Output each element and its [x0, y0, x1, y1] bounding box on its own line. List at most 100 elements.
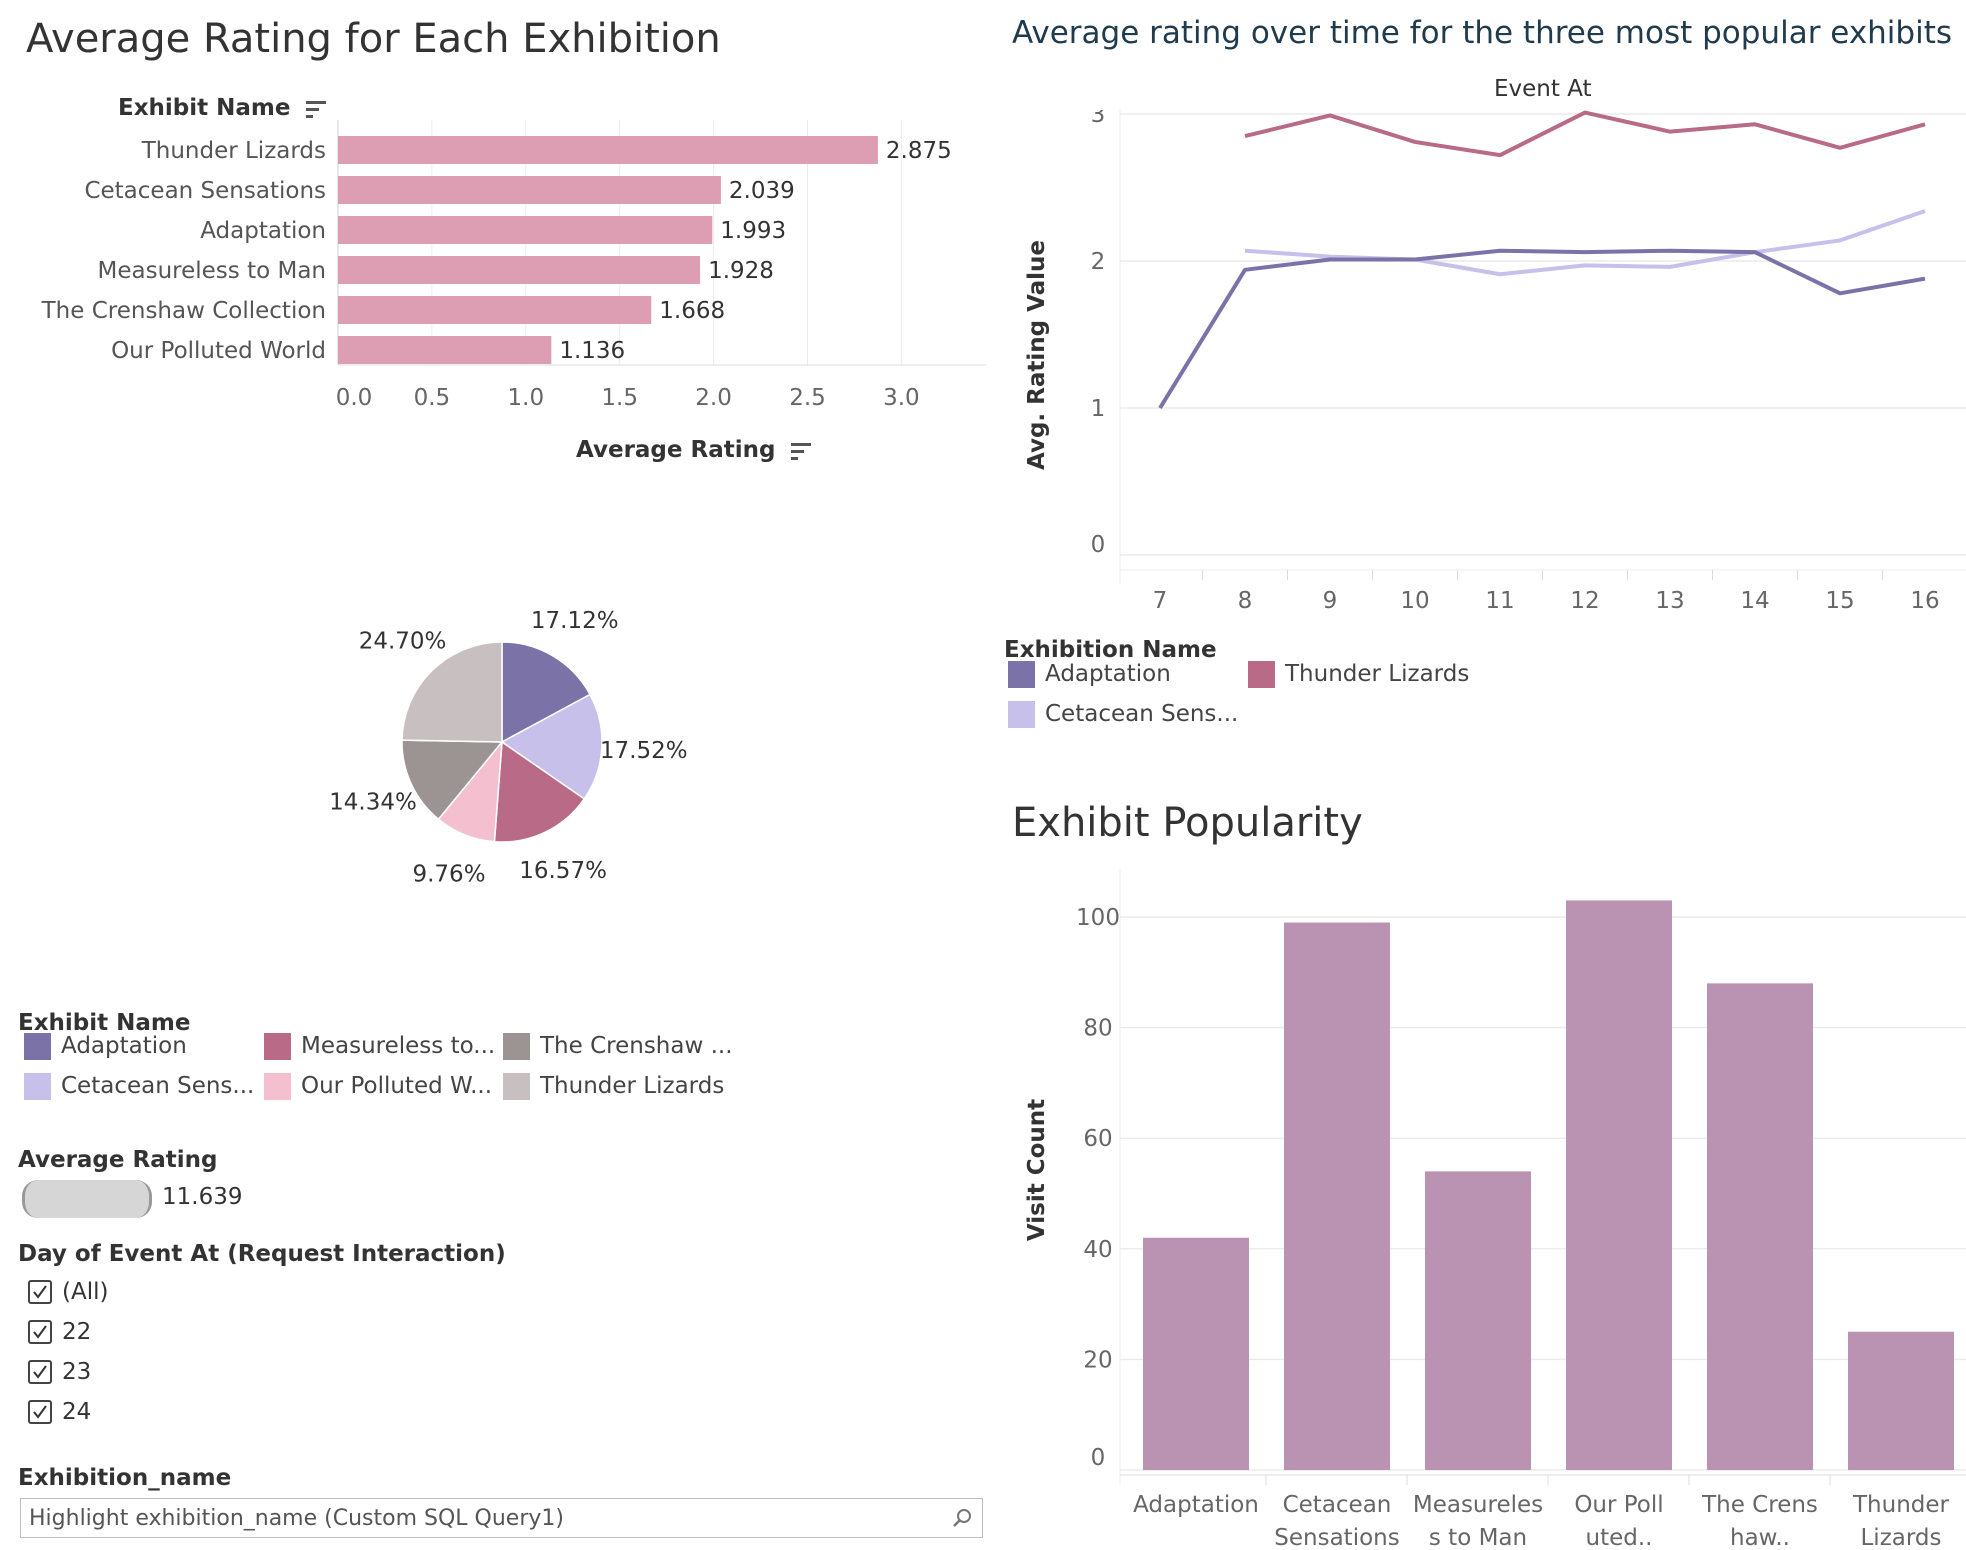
tick-label: 0.5: [414, 385, 451, 411]
bar[interactable]: [1566, 900, 1672, 1470]
y-tick-label: 60: [1083, 1126, 1112, 1152]
line-legend-item[interactable]: Cetacean Sens...: [1008, 698, 1238, 730]
day-filter-option[interactable]: 24: [28, 1396, 91, 1428]
legend-swatch: [24, 1072, 51, 1100]
pie-slice[interactable]: [500, 693, 603, 800]
category-label: Measureles: [1413, 1492, 1543, 1518]
bar[interactable]: [1425, 1171, 1531, 1470]
legend-swatch: [1008, 660, 1035, 688]
bar-chart-header[interactable]: Exhibit Name: [118, 95, 328, 121]
pie-slice[interactable]: [501, 641, 592, 744]
series-line[interactable]: [1244, 110, 1926, 158]
exhibition-search-box[interactable]: Highlight exhibition_name (Custom SQL Qu…: [20, 1498, 983, 1538]
check-icon: [33, 1285, 47, 1299]
x-tick-label: 16: [1910, 588, 1939, 614]
bar[interactable]: [338, 296, 652, 324]
bar[interactable]: [338, 256, 701, 284]
bar[interactable]: [338, 176, 721, 204]
series-line[interactable]: [1244, 209, 1926, 277]
legend-label: Our Polluted W...: [301, 1073, 493, 1099]
y-tick-label: 40: [1083, 1237, 1112, 1263]
line-chart-top-label: Event At: [1494, 76, 1592, 102]
tick-label: 3.0: [883, 385, 920, 411]
day-filter-option[interactable]: 22: [28, 1316, 91, 1348]
check-icon: [33, 1405, 47, 1419]
y-tick-label: 2: [1091, 249, 1106, 275]
checkbox[interactable]: [28, 1320, 52, 1344]
pie-slice[interactable]: [401, 641, 503, 743]
pie-legend-item[interactable]: The Crenshaw ...: [503, 1030, 733, 1062]
tick-label: 2.0: [695, 385, 732, 411]
checkbox[interactable]: [28, 1360, 52, 1384]
category-label: Thunder Lizards: [141, 138, 326, 164]
sort-icon[interactable]: [790, 441, 813, 461]
day-filter-option[interactable]: (All): [28, 1276, 108, 1308]
sort-icon[interactable]: [305, 99, 328, 119]
checkbox-label: (All): [62, 1279, 109, 1305]
pie-legend-item[interactable]: Our Polluted W...: [264, 1070, 492, 1102]
bar[interactable]: [1707, 983, 1813, 1470]
category-label: s to Man: [1429, 1525, 1527, 1550]
data-label: 1.993: [720, 218, 786, 244]
x-tick-label: 11: [1485, 588, 1514, 614]
data-label: 1.136: [559, 338, 625, 364]
category-label: Adaptation: [200, 218, 326, 244]
bar-chart-title: Average Rating for Each Exhibition: [26, 16, 721, 62]
x-tick-label: 9: [1323, 588, 1338, 614]
pie-slice-label: 17.52%: [600, 738, 688, 764]
pie-slice[interactable]: [493, 740, 586, 843]
y-tick-label: 0: [1091, 532, 1106, 558]
popularity-chart-title: Exhibit Popularity: [1012, 800, 1363, 846]
data-label: 1.668: [659, 298, 725, 324]
pie-legend-item[interactable]: Cetacean Sens...: [24, 1070, 254, 1102]
bar[interactable]: [1284, 922, 1390, 1470]
category-label: Thunder: [1852, 1492, 1950, 1518]
bar-chart-header-label: Exhibit Name: [118, 95, 291, 121]
bar[interactable]: [1848, 1331, 1954, 1470]
category-label: Lizards: [1860, 1525, 1941, 1550]
pie-slice[interactable]: [401, 739, 504, 821]
checkbox[interactable]: [28, 1400, 52, 1424]
category-label: Cetacean Sensations: [84, 178, 326, 204]
pie-legend-item[interactable]: Measureless to...: [264, 1030, 495, 1062]
pie-legend-item[interactable]: Thunder Lizards: [503, 1070, 724, 1102]
legend-swatch: [1008, 700, 1035, 728]
legend-label: Thunder Lizards: [540, 1073, 725, 1099]
bar[interactable]: [1143, 1237, 1249, 1470]
line-chart-ylabel-text: Avg. Rating Value: [1024, 239, 1050, 471]
average-rating-bar-chart: Thunder Lizards 2.875 Cetacean Sensations 2…: [41, 120, 986, 411]
category-label: Adaptation: [1133, 1492, 1259, 1518]
legend-swatch: [264, 1032, 291, 1060]
legend-label: Cetacean Sens...: [61, 1073, 255, 1099]
line-legend-item[interactable]: Adaptation: [1008, 658, 1171, 690]
exhibition-search-input[interactable]: Highlight exhibition_name (Custom SQL Qu…: [29, 1505, 564, 1531]
category-label: The Crenshaw Collection: [41, 298, 326, 324]
checkbox-label: 24: [62, 1399, 92, 1425]
day-filter-title: Day of Event At (Request Interaction): [18, 1241, 506, 1267]
pie-slice-label: 17.12%: [531, 608, 619, 634]
y-tick-label: 1: [1091, 396, 1106, 422]
category-label: haw..: [1730, 1525, 1790, 1550]
day-filter-option[interactable]: 23: [28, 1356, 91, 1388]
x-tick-label: 12: [1570, 588, 1599, 614]
search-icon[interactable]: [952, 1507, 974, 1529]
x-tick-label: 15: [1825, 588, 1854, 614]
bar[interactable]: [338, 336, 552, 364]
checkbox[interactable]: [28, 1280, 52, 1304]
exhibit-popularity-bar-chart: 0 20 40 60 80 100 Adaptation Cetacean Sensations…: [1076, 870, 1966, 1550]
legend-label: The Crenshaw ...: [540, 1033, 733, 1059]
legend-label: Thunder Lizards: [1285, 661, 1470, 687]
line-chart-ylabel: Avg. Rating Value: [1022, 240, 1052, 470]
bar-chart-axis-title[interactable]: Average Rating: [576, 437, 813, 463]
category-label: Sensations: [1274, 1525, 1399, 1550]
bar[interactable]: [338, 216, 713, 244]
line-legend-item[interactable]: Thunder Lizards: [1248, 658, 1469, 690]
series-line[interactable]: [1158, 248, 1926, 410]
size-legend-swatch: [22, 1180, 152, 1218]
popularity-chart-ylabel: Visit Count: [1022, 1099, 1052, 1241]
legend-label: Adaptation: [61, 1033, 187, 1059]
bar[interactable]: [338, 136, 878, 164]
pie-legend-item[interactable]: Adaptation: [24, 1030, 187, 1062]
category-label: Our Poll: [1574, 1492, 1663, 1518]
line-legend-title: Exhibition Name: [1004, 637, 1217, 663]
